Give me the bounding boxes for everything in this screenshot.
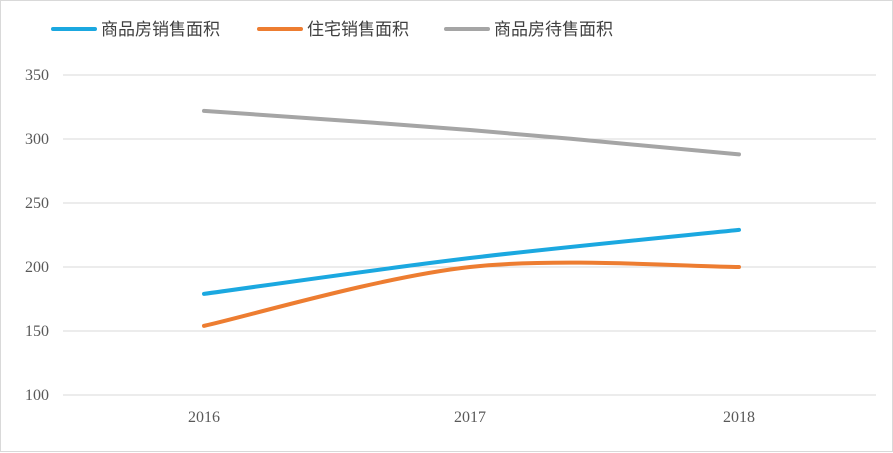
x-tick-label-2018: 2018 <box>723 409 755 426</box>
legend-label-3: 商品房待售面积 <box>494 20 613 40</box>
x-axis-tick-labels: 2016 2017 2018 <box>188 409 755 426</box>
series-lines <box>202 108 741 328</box>
y-tick-label-150: 150 <box>25 323 49 340</box>
legend-label-2: 住宅销售面积 <box>307 20 409 40</box>
y-axis-tick-labels: 100 150 200 250 300 350 <box>25 67 49 404</box>
x-tick-label-2016: 2016 <box>188 409 220 426</box>
series-line-1 <box>202 227 741 296</box>
y-tick-label-200: 200 <box>25 259 49 276</box>
series-line-3 <box>202 108 741 157</box>
series-line-2 <box>202 260 741 328</box>
legend-label-1: 商品房销售面积 <box>101 20 220 40</box>
gridlines <box>63 74 876 396</box>
y-tick-label-350: 350 <box>25 67 49 84</box>
legend: 商品房销售面积 住宅销售面积 商品房待售面积 <box>51 20 613 40</box>
y-tick-label-250: 250 <box>25 195 49 212</box>
y-tick-label-300: 300 <box>25 131 49 148</box>
y-tick-label-100: 100 <box>25 387 49 404</box>
x-tick-label-2017: 2017 <box>454 409 486 426</box>
